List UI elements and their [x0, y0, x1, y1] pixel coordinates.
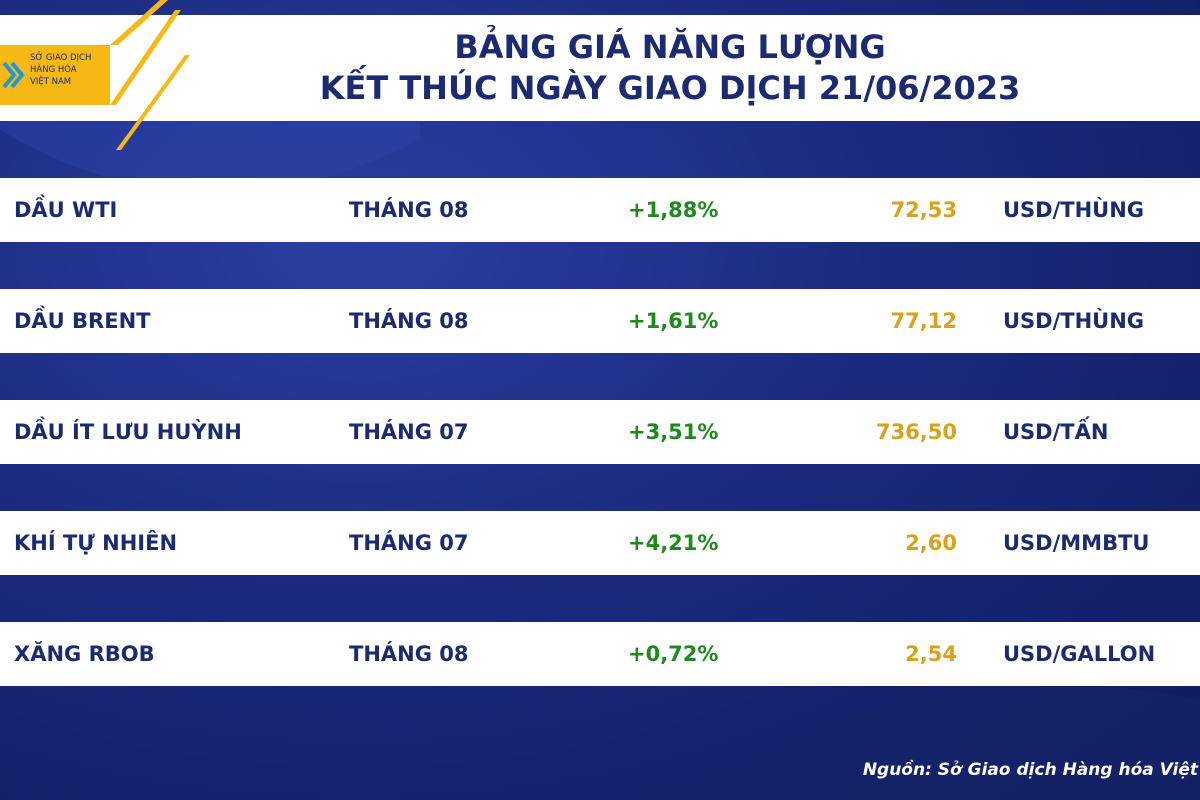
table-row: XĂNG RBOB THÁNG 08 +0,72% 2,54 USD/GALLON — [0, 622, 1200, 686]
change: +0,72% — [628, 642, 719, 666]
table-row: DẦU ÍT LƯU HUỲNH THÁNG 07 +3,51% 736,50 USD/… — [0, 400, 1200, 464]
contract-month: THÁNG 08 — [349, 198, 469, 222]
title-line: KẾT THÚC NGÀY GIAO DỊCH 21/06/2023 — [319, 69, 1021, 107]
unit: USD/TẤN — [1003, 420, 1109, 444]
commodity: DẦU ÍT LƯU HUỲNH — [14, 420, 242, 444]
logo-text: SỞ GIAO DỊCH — [30, 53, 92, 63]
price: 72,53 — [890, 198, 957, 222]
unit: USD/THÙNG — [1003, 198, 1145, 222]
table-row: DẦU WTI THÁNG 08 +1,88% 72,53 USD/THÙNG — [0, 178, 1200, 242]
title-line: BẢNG GIÁ NĂNG LƯỢNG — [454, 28, 886, 66]
commodity: DẦU BRENT — [14, 309, 151, 333]
logo-icon — [2, 61, 25, 89]
logo-text: VIỆT NAM — [30, 77, 72, 87]
change: +4,21% — [628, 531, 719, 555]
unit: USD/GALLON — [1003, 642, 1156, 666]
unit: USD/THÙNG — [1003, 309, 1145, 333]
commodity: DẦU WTI — [14, 198, 118, 222]
contract-month: THÁNG 07 — [349, 531, 469, 555]
contract-month: THÁNG 08 — [349, 642, 469, 666]
table-row: DẦU BRENT THÁNG 08 +1,61% 77,12 USD/THÙNG — [0, 289, 1200, 353]
commodity: XĂNG RBOB — [14, 642, 155, 666]
logo: SỞ GIAO DỊCH HÀNG HÓA VIỆT NAM — [0, 45, 110, 105]
change: +3,51% — [628, 420, 719, 444]
change: +1,61% — [628, 309, 719, 333]
price: 77,12 — [890, 309, 957, 333]
table-row: KHÍ TỰ NHIÊN THÁNG 07 +4,21% 2,60 USD/MMBTU — [0, 511, 1200, 575]
contract-month: THÁNG 08 — [349, 309, 469, 333]
commodity: KHÍ TỰ NHIÊN — [14, 531, 178, 555]
price: 736,50 — [875, 420, 957, 444]
logo-stripes — [110, 0, 190, 150]
title: BẢNG GIÁ NĂNG LƯỢNG KẾT THÚC NGÀY GIAO D… — [250, 27, 1090, 109]
change: +1,88% — [628, 198, 719, 222]
price: 2,60 — [905, 531, 957, 555]
contract-month: THÁNG 07 — [349, 420, 469, 444]
price: 2,54 — [905, 642, 957, 666]
logo-text: HÀNG HÓA — [30, 65, 77, 75]
unit: USD/MMBTU — [1003, 531, 1150, 555]
header: BẢNG GIÁ NĂNG LƯỢNG KẾT THÚC NGÀY GIAO D… — [0, 15, 1200, 121]
source: Nguồn: Sở Giao dịch Hàng hóa Việt — [862, 760, 1198, 780]
